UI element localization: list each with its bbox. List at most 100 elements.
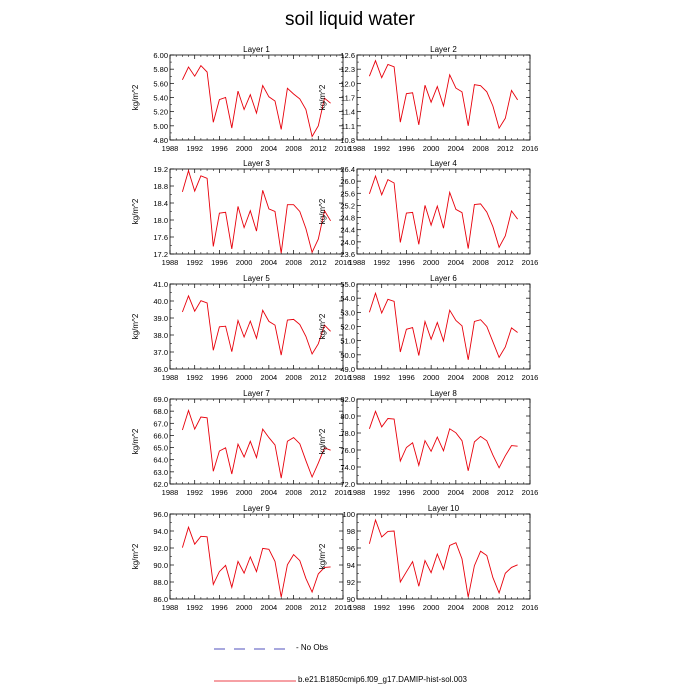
y-axis-label: kg/m^2 bbox=[318, 313, 327, 339]
panel-title: Layer 8 bbox=[430, 389, 457, 398]
x-tick-label: 2000 bbox=[423, 603, 440, 612]
y-tick-label: 82.0 bbox=[340, 395, 355, 404]
y-tick-label: 18.4 bbox=[153, 199, 168, 208]
x-tick-label: 1996 bbox=[398, 488, 415, 497]
y-axis-label: kg/m^2 bbox=[131, 313, 140, 339]
y-tick-label: 24.4 bbox=[340, 226, 355, 235]
y-tick-label: 52.0 bbox=[340, 323, 355, 332]
y-tick-label: 11.7 bbox=[341, 94, 355, 103]
x-tick-label: 1992 bbox=[373, 144, 390, 153]
y-tick-label: 90 bbox=[347, 595, 355, 604]
y-tick-label: 94 bbox=[347, 561, 355, 570]
y-tick-label: 39.0 bbox=[153, 314, 168, 323]
y-tick-label: 41.0 bbox=[153, 280, 168, 289]
x-tick-label: 1996 bbox=[398, 258, 415, 267]
panel-layer-7: Layer 7 kg/m^2 62.0 63.0 64.0 65.0 66.0 67.0 68.… bbox=[131, 389, 351, 497]
y-tick-label: 5.40 bbox=[153, 94, 168, 103]
panel-title: Layer 6 bbox=[430, 274, 457, 283]
x-tick-label: 2016 bbox=[522, 373, 539, 382]
y-tick-label: 5.60 bbox=[153, 79, 168, 88]
x-tick-label: 2000 bbox=[423, 373, 440, 382]
x-tick-label: 2004 bbox=[261, 373, 278, 382]
panel-layer-1: Layer 1 kg/m^2 4.80 5.00 5.20 5.40 5.60 5.80 6.0… bbox=[131, 45, 351, 153]
series-line bbox=[368, 174, 518, 249]
x-tick-label: 2016 bbox=[335, 144, 352, 153]
x-tick-label: 1988 bbox=[162, 258, 179, 267]
x-tick-label: 2016 bbox=[335, 488, 352, 497]
panel-layer-10: Layer 10 kg/m^2 90 92 94 96 98 100 1988 1992 1996 2… bbox=[318, 504, 538, 612]
x-tick-label: 2004 bbox=[448, 373, 465, 382]
page-title: soil liquid water bbox=[285, 9, 415, 30]
y-tick-label: 11.4 bbox=[341, 108, 355, 117]
x-tick-label: 2012 bbox=[497, 144, 514, 153]
x-tick-label: 1988 bbox=[162, 373, 179, 382]
panel-title: Layer 2 bbox=[430, 45, 457, 54]
plot-frame bbox=[356, 283, 531, 370]
panel-title: Layer 7 bbox=[243, 389, 270, 398]
x-tick-label: 1992 bbox=[373, 258, 390, 267]
y-tick-label: 40.0 bbox=[153, 297, 168, 306]
y-tick-label: 65.0 bbox=[153, 444, 168, 453]
y-tick-label: 19.2 bbox=[153, 165, 168, 174]
legend-no-obs-label: - No Obs bbox=[296, 643, 329, 652]
x-tick-label: 1996 bbox=[211, 144, 228, 153]
x-tick-label: 2012 bbox=[310, 488, 327, 497]
y-tick-label: 50.0 bbox=[340, 351, 355, 360]
series-line bbox=[181, 169, 331, 254]
y-tick-label: 10.8 bbox=[340, 136, 355, 145]
series-line bbox=[368, 59, 518, 130]
y-tick-label: 36.0 bbox=[153, 365, 168, 374]
y-axis-label: kg/m^2 bbox=[131, 198, 140, 224]
y-tick-label: 12.0 bbox=[340, 79, 355, 88]
x-tick-label: 2012 bbox=[310, 258, 327, 267]
series-line bbox=[181, 525, 331, 598]
y-tick-label: 80.0 bbox=[340, 412, 355, 421]
x-tick-label: 1992 bbox=[373, 373, 390, 382]
x-tick-label: 2000 bbox=[236, 258, 253, 267]
y-tick-label: 96.0 bbox=[153, 510, 168, 519]
x-tick-label: 2012 bbox=[310, 603, 327, 612]
x-tick-label: 2016 bbox=[522, 258, 539, 267]
y-tick-label: 66.0 bbox=[153, 431, 168, 440]
y-tick-label: 72.0 bbox=[340, 480, 355, 489]
x-tick-label: 2000 bbox=[236, 603, 253, 612]
y-tick-label: 5.20 bbox=[153, 108, 168, 117]
y-tick-label: 64.0 bbox=[153, 456, 168, 465]
plot-frame bbox=[356, 513, 531, 600]
y-tick-label: 98 bbox=[347, 527, 355, 536]
x-tick-label: 1996 bbox=[211, 488, 228, 497]
x-tick-label: 2000 bbox=[236, 373, 253, 382]
x-tick-label: 2008 bbox=[285, 144, 302, 153]
y-tick-label: 54.0 bbox=[340, 294, 355, 303]
x-tick-label: 1992 bbox=[373, 488, 390, 497]
y-tick-label: 76.0 bbox=[340, 446, 355, 455]
y-tick-label: 18.8 bbox=[153, 182, 168, 191]
x-tick-label: 2008 bbox=[285, 373, 302, 382]
y-tick-label: 26.4 bbox=[340, 165, 355, 174]
panel-title: Layer 4 bbox=[430, 159, 457, 168]
x-tick-label: 1996 bbox=[211, 603, 228, 612]
series-line bbox=[181, 409, 331, 479]
panel-layer-2: Layer 2 kg/m^2 10.8 11.1 11.4 11.7 12.0 12.3 12.… bbox=[318, 45, 538, 153]
plot-frame bbox=[356, 168, 531, 255]
y-tick-label: 5.80 bbox=[153, 65, 168, 74]
y-tick-label: 6.00 bbox=[153, 51, 168, 60]
x-tick-label: 2004 bbox=[261, 488, 278, 497]
x-tick-label: 2016 bbox=[522, 144, 539, 153]
y-tick-label: 86.0 bbox=[153, 595, 168, 604]
y-tick-label: 12.3 bbox=[340, 65, 355, 74]
x-tick-label: 1988 bbox=[349, 258, 366, 267]
x-tick-label: 2016 bbox=[522, 488, 539, 497]
x-tick-label: 2000 bbox=[423, 488, 440, 497]
panel-title: Layer 3 bbox=[243, 159, 270, 168]
y-tick-label: 67.0 bbox=[153, 419, 168, 428]
x-tick-label: 1992 bbox=[186, 488, 203, 497]
y-tick-label: 69.0 bbox=[153, 395, 168, 404]
y-axis-label: kg/m^2 bbox=[318, 84, 327, 110]
y-tick-label: 68.0 bbox=[153, 407, 168, 416]
y-axis-label: kg/m^2 bbox=[131, 84, 140, 110]
y-axis-label: kg/m^2 bbox=[318, 428, 327, 454]
y-tick-label: 37.0 bbox=[153, 348, 168, 357]
series-line bbox=[181, 64, 331, 138]
